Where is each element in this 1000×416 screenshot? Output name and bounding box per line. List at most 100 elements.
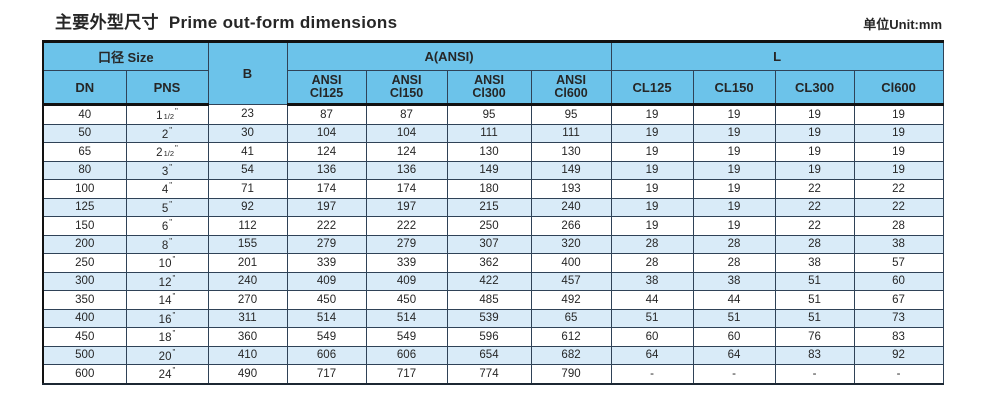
a-ansi-cell: 222 xyxy=(365,216,448,236)
l-cell: 38 xyxy=(853,234,944,254)
b-cell: 30 xyxy=(207,123,288,143)
l-cell: 19 xyxy=(610,123,694,143)
header-l-group: L xyxy=(610,41,944,71)
header-dn-column: DN xyxy=(42,70,127,106)
table-row: 600 24" 490 717 717 774 790- - - - xyxy=(42,364,944,384)
l-cell: 22 xyxy=(853,197,944,217)
l-cell: 92 xyxy=(853,345,944,365)
dn-cell: 40 xyxy=(42,104,127,125)
l-cell: 28 xyxy=(692,234,776,254)
pns-cell: 24" xyxy=(125,364,209,384)
a-ansi-cell: 130 xyxy=(530,142,612,162)
a-ansi-cell: 539 xyxy=(446,308,532,328)
inch-mark: " xyxy=(172,366,176,376)
table-row: 350 14" 270 450 450 485 492 44 44 51 67 xyxy=(42,290,944,310)
page-title-english: Prime out-form dimensions xyxy=(168,13,398,32)
inch-mark: " xyxy=(172,255,176,265)
b-cell: 54 xyxy=(207,160,288,180)
l-cell: 19 xyxy=(692,104,776,125)
a-ansi-cell: 606 xyxy=(365,345,448,365)
inch-mark: " xyxy=(172,292,176,302)
l-cell: 19 xyxy=(610,104,694,125)
table-row: 250 10" 201 339 339 362 400 28 28 38 57 xyxy=(42,253,944,273)
inch-mark: " xyxy=(169,125,173,135)
l-cell: 83 xyxy=(774,345,855,365)
l-cell: 76 xyxy=(774,327,855,347)
b-cell: 71 xyxy=(207,179,288,199)
dimensions-table: 口径 Size B A(ANSI) L DN PNS ANSI Cl125 ANS… xyxy=(42,40,944,385)
header-pns-column: PNS xyxy=(125,70,209,106)
dn-cell: 600 xyxy=(42,364,127,384)
inch-mark: " xyxy=(169,162,173,172)
a-ansi-cell: 250 xyxy=(446,216,532,236)
inch-mark: " xyxy=(172,273,176,283)
a-ansi-cell: 790 xyxy=(530,364,612,384)
pns-cell: 12" xyxy=(125,271,209,291)
dn-cell: 65 xyxy=(42,142,127,162)
a-ansi-cell: 279 xyxy=(286,234,367,254)
inch-mark: " xyxy=(169,218,173,228)
a-ansi-cell: 193 xyxy=(530,179,612,199)
header-ansi-cl125-column: ANSI Cl125 xyxy=(286,70,367,106)
header-ansi-cl300-line1: ANSI xyxy=(474,72,504,87)
a-ansi-cell: 307 xyxy=(446,234,532,254)
l-cell: 19 xyxy=(610,197,694,217)
header-l-cl600-column: Cl600 xyxy=(853,70,944,106)
l-cell: 38 xyxy=(774,253,855,273)
a-ansi-cell: 136 xyxy=(365,160,448,180)
table-row: 400 16" 311 514 514 539 65 51 51 51 73 xyxy=(42,308,944,328)
l-cell: 64 xyxy=(692,345,776,365)
table-row: 100 4" 71 174 174 180 193 19 19 22 22 xyxy=(42,179,944,199)
l-cell: 22 xyxy=(774,179,855,199)
a-ansi-cell: 362 xyxy=(446,253,532,273)
table-row: 500 20" 410 606 606 654 682 64 64 83 92 xyxy=(42,345,944,365)
a-ansi-cell: 149 xyxy=(446,160,532,180)
header-ansi-cl600-column: ANSI Cl600 xyxy=(530,70,612,106)
l-cell: 60 xyxy=(610,327,694,347)
page-title: 主要外型尺寸 Prime out-form dimensions xyxy=(55,8,397,33)
dn-cell: 80 xyxy=(42,160,127,180)
l-cell: 28 xyxy=(774,234,855,254)
pns-cell: 10" xyxy=(125,253,209,273)
b-cell: 311 xyxy=(207,308,288,328)
inch-mark: " xyxy=(172,310,176,320)
l-cell: 51 xyxy=(774,290,855,310)
a-ansi-cell: 717 xyxy=(365,364,448,384)
a-ansi-cell: 197 xyxy=(365,197,448,217)
header-l-cl300-column: CL300 xyxy=(774,70,855,106)
l-cell: 38 xyxy=(610,271,694,291)
l-cell: 19 xyxy=(692,179,776,199)
l-cell: 19 xyxy=(853,104,944,125)
a-ansi-cell: 111 xyxy=(446,123,532,143)
header-subrow: DN PNS ANSI Cl125 ANSI Cl150 ANSI Cl300 ANS… xyxy=(42,70,944,106)
b-cell: 270 xyxy=(207,290,288,310)
a-ansi-cell: 774 xyxy=(446,364,532,384)
table-row: 150 6" 112 222 222 250 266 19 19 22 28 xyxy=(42,216,944,236)
l-cell: 19 xyxy=(774,104,855,125)
l-cell: 22 xyxy=(853,179,944,199)
a-ansi-cell: 422 xyxy=(446,271,532,291)
l-cell: 19 xyxy=(774,123,855,143)
a-ansi-cell: 149 xyxy=(530,160,612,180)
a-ansi-cell: 266 xyxy=(530,216,612,236)
a-ansi-cell: 514 xyxy=(286,308,367,328)
l-cell: 22 xyxy=(774,197,855,217)
dn-cell: 450 xyxy=(42,327,127,347)
header-ansi-cl125-line1: ANSI xyxy=(311,72,342,87)
l-cell: 28 xyxy=(610,253,694,273)
a-ansi-cell: 320 xyxy=(530,234,612,254)
l-cell: 64 xyxy=(610,345,694,365)
l-cell: 19 xyxy=(774,142,855,162)
pns-cell: 6" xyxy=(125,216,209,236)
inch-mark: " xyxy=(169,199,173,209)
a-ansi-cell: 409 xyxy=(286,271,367,291)
a-ansi-cell: 111 xyxy=(530,123,612,143)
a-ansi-cell: 596 xyxy=(446,327,532,347)
header-ansi-cl300-column: ANSI Cl300 xyxy=(446,70,532,106)
dn-cell: 150 xyxy=(42,216,127,236)
l-cell: 44 xyxy=(610,290,694,310)
b-cell: 112 xyxy=(207,216,288,236)
b-cell: 92 xyxy=(207,197,288,217)
a-ansi-cell: 215 xyxy=(446,197,532,217)
pns-cell: 16" xyxy=(125,308,209,328)
